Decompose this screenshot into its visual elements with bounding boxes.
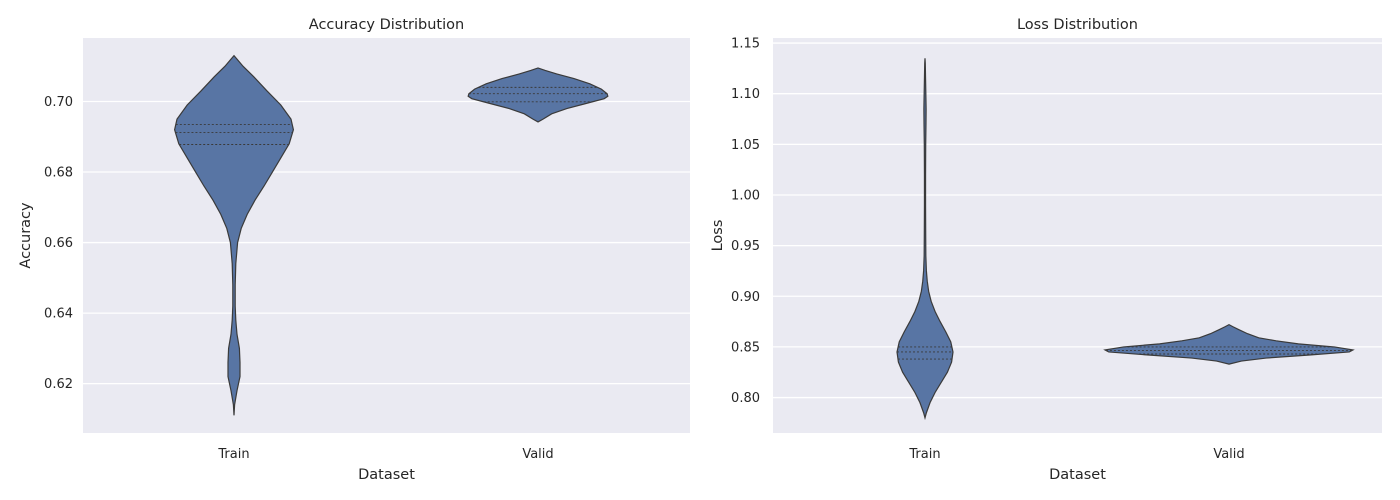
- violin-valid: [467, 67, 609, 123]
- x-tick-label: Train: [908, 447, 940, 462]
- chart-title: Accuracy Distribution: [309, 17, 464, 33]
- y-tick-label: 0.64: [44, 307, 73, 322]
- accuracy-chart-panel: 0.62 0.64 0.66 0.68 0.70 Train Valid Accuracy D…: [18, 17, 690, 483]
- y-tick-label: 0.66: [44, 236, 73, 251]
- y-tick-label: 1.10: [731, 87, 760, 102]
- plot-area: [773, 38, 1382, 433]
- y-tick-label: 1.05: [731, 138, 760, 153]
- plot-area: [83, 38, 690, 433]
- y-tick-label: 1.15: [731, 37, 760, 52]
- x-tick-label: Train: [217, 447, 249, 462]
- y-tick-label: 1.00: [731, 188, 760, 203]
- x-tick-label: Valid: [1213, 447, 1244, 462]
- violin-train: [173, 54, 295, 416]
- chart-title: Loss Distribution: [1017, 17, 1138, 33]
- y-tick-label: 0.80: [731, 391, 760, 406]
- loss-chart-panel: 0.80 0.85 0.90 0.95 1.00 1.05 1.10 1.15 Train Val…: [710, 17, 1382, 483]
- y-tick-label: 0.95: [731, 239, 760, 254]
- y-tick-label: 0.85: [731, 340, 760, 355]
- y-axis-label: Accuracy: [18, 202, 34, 269]
- y-tick-label: 0.68: [44, 166, 73, 181]
- y-axis-label: Loss: [710, 220, 726, 252]
- y-tick-label: 0.70: [44, 95, 73, 110]
- violin-valid: [1103, 323, 1355, 365]
- x-tick-label: Valid: [522, 447, 553, 462]
- y-tick-label: 0.62: [44, 377, 73, 392]
- y-tick-label: 0.90: [731, 290, 760, 305]
- x-axis-label: Dataset: [358, 467, 415, 483]
- violin-train: [896, 58, 954, 421]
- x-axis-label: Dataset: [1049, 467, 1106, 483]
